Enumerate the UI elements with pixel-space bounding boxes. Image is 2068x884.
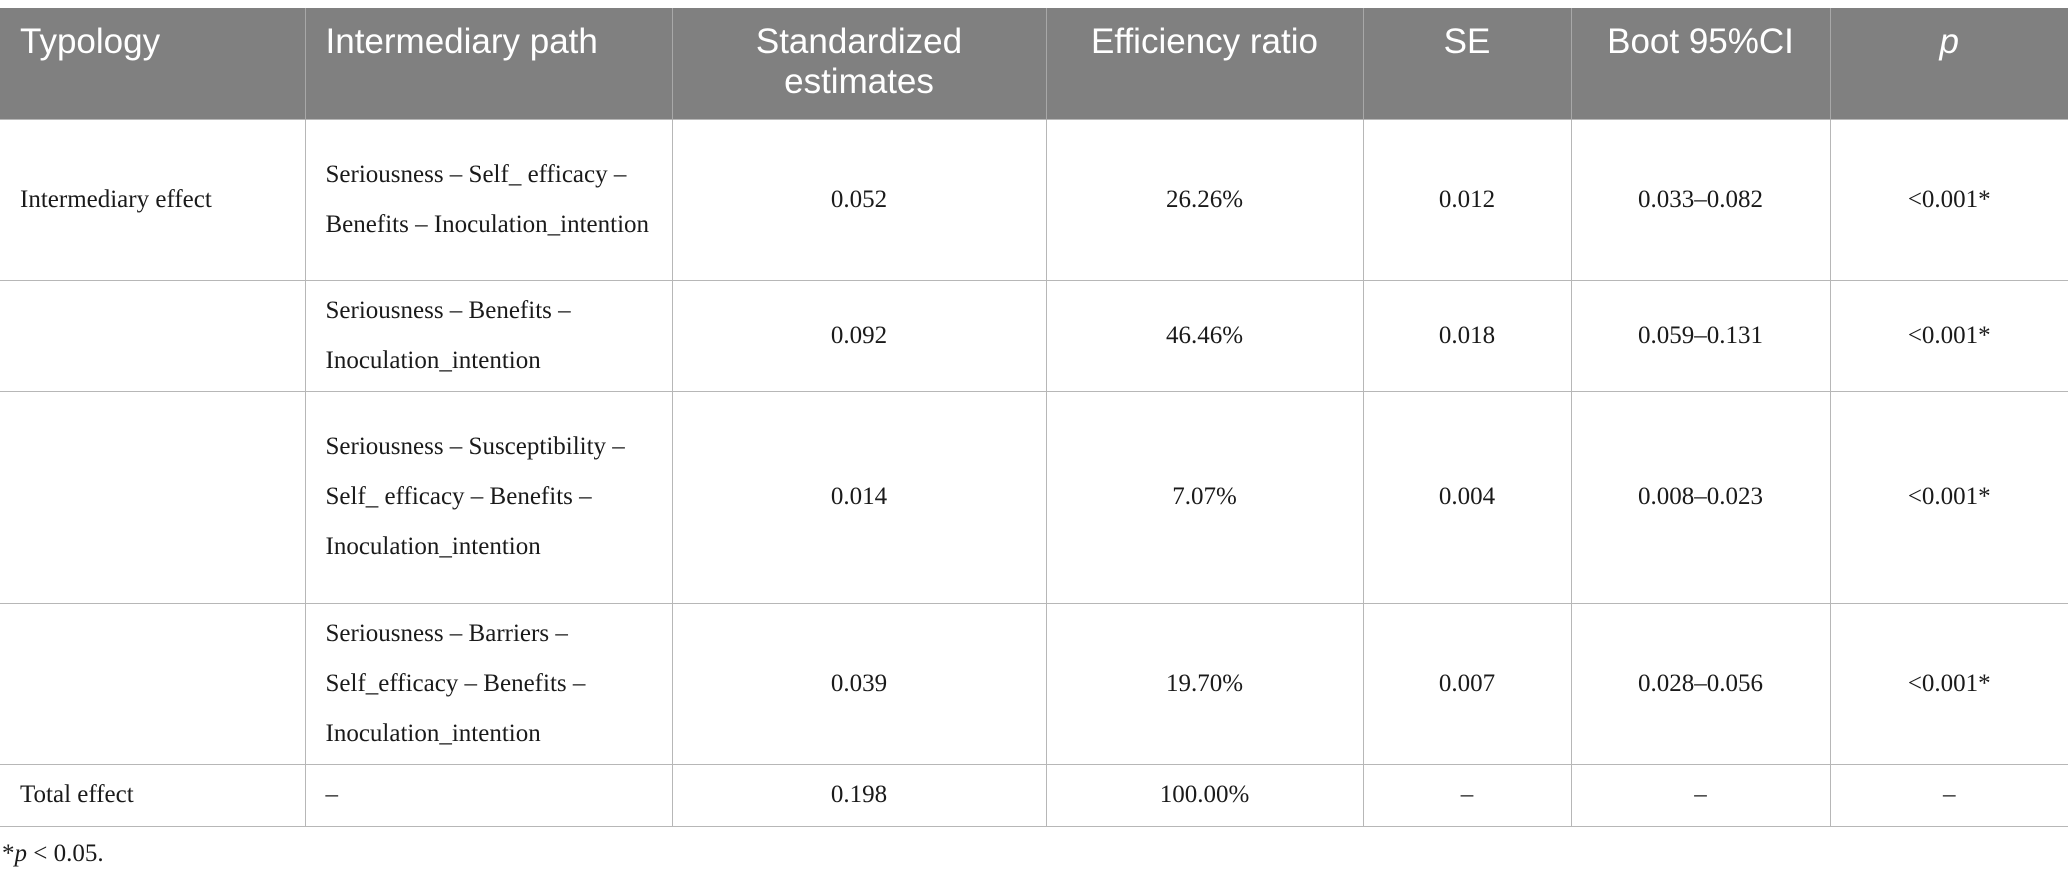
cell-typology: Total effect: [0, 763, 306, 827]
cell-standardized-estimate: 0.014: [671, 390, 1047, 604]
cell-efficiency-ratio: 26.26%: [1045, 118, 1364, 281]
cell-typology: Intermediary effect: [0, 118, 306, 281]
cell-se: 0.018: [1362, 279, 1572, 392]
table-row: Seriousness – Susceptibility – Self_ eff…: [0, 390, 2068, 604]
table-footnote: *p < 0.05.: [2, 840, 104, 868]
table-row: Total effect – 0.198 100.00% – – –: [0, 763, 2068, 827]
header-p-value: p: [1829, 8, 2068, 119]
header-standardized-estimates: Standardized estimates: [671, 8, 1046, 119]
cell-p-value: <0.001*: [1829, 118, 2068, 281]
header-intermediary-path: Intermediary path: [304, 8, 672, 119]
cell-standardized-estimate: 0.092: [671, 279, 1047, 392]
results-table-container: Typology Intermediary path Standardized …: [0, 8, 2068, 827]
cell-intermediary-path: Seriousness – Susceptibility – Self_ eff…: [304, 390, 673, 604]
cell-standardized-estimate: 0.198: [671, 763, 1047, 827]
cell-boot-ci: 0.059–0.131: [1570, 279, 1831, 392]
cell-se: –: [1362, 763, 1572, 827]
cell-boot-ci: 0.033–0.082: [1570, 118, 1831, 281]
cell-se: 0.007: [1362, 602, 1572, 765]
cell-standardized-estimate: 0.052: [671, 118, 1047, 281]
cell-boot-ci: 0.008–0.023: [1570, 390, 1831, 604]
cell-efficiency-ratio: 7.07%: [1045, 390, 1364, 604]
cell-boot-ci: –: [1570, 763, 1831, 827]
cell-se: 0.012: [1362, 118, 1572, 281]
footnote-text: < 0.05.: [27, 840, 104, 867]
cell-typology: [0, 279, 306, 392]
cell-p-value: <0.001*: [1829, 390, 2068, 604]
cell-p-value: –: [1829, 763, 2068, 827]
cell-typology: [0, 390, 306, 604]
cell-intermediary-path: Seriousness – Benefits – Inoculation_int…: [304, 279, 673, 392]
header-se: SE: [1362, 8, 1571, 119]
cell-boot-ci: 0.028–0.056: [1570, 602, 1831, 765]
cell-efficiency-ratio: 46.46%: [1045, 279, 1364, 392]
cell-typology: [0, 602, 306, 765]
table-row: Seriousness – Benefits – Inoculation_int…: [0, 279, 2068, 392]
cell-efficiency-ratio: 19.70%: [1045, 602, 1364, 765]
cell-intermediary-path: Seriousness – Self_ efficacy – Benefits …: [304, 118, 673, 281]
footnote-symbol: p: [14, 840, 28, 867]
cell-intermediary-path: Seriousness – Barriers – Self_efficacy –…: [304, 602, 673, 765]
table-row: Seriousness – Barriers – Self_efficacy –…: [0, 602, 2068, 765]
cell-efficiency-ratio: 100.00%: [1045, 763, 1364, 827]
cell-intermediary-path: –: [304, 763, 673, 827]
table-row: Intermediary effect Seriousness – Self_ …: [0, 118, 2068, 281]
header-boot-ci: Boot 95%CI: [1570, 8, 1830, 119]
cell-p-value: <0.001*: [1829, 279, 2068, 392]
mediation-effect-table: Typology Intermediary path Standardized …: [0, 8, 2068, 827]
table-header-row: Typology Intermediary path Standardized …: [0, 8, 2068, 119]
cell-se: 0.004: [1362, 390, 1572, 604]
header-efficiency-ratio: Efficiency ratio: [1045, 8, 1363, 119]
cell-p-value: <0.001*: [1829, 602, 2068, 765]
footnote-marker: *: [2, 840, 15, 867]
cell-standardized-estimate: 0.039: [671, 602, 1047, 765]
header-typology: Typology: [0, 8, 305, 119]
